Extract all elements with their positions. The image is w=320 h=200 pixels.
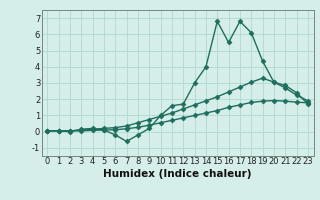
X-axis label: Humidex (Indice chaleur): Humidex (Indice chaleur) [103,169,252,179]
